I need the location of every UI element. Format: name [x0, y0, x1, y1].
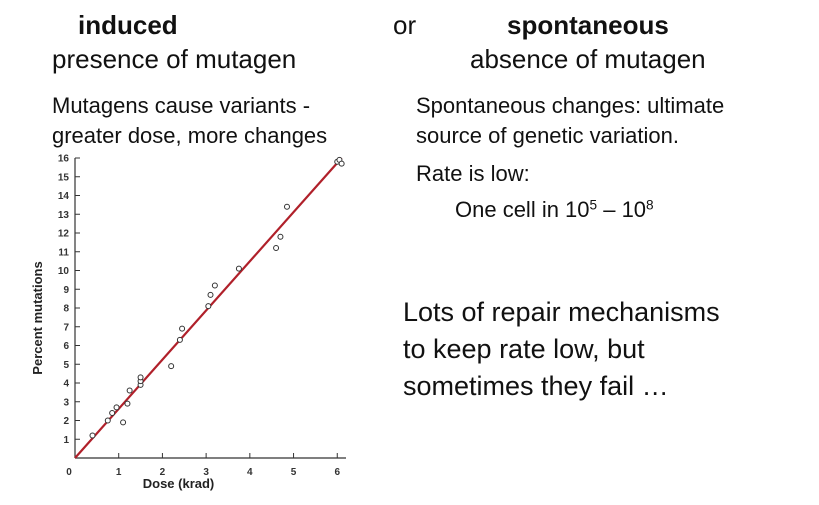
induced-subheading: presence of mutagen [52, 44, 297, 74]
repair-line-3: sometimes they fail … [403, 371, 669, 401]
y-tick-label: 8 [63, 304, 69, 315]
y-tick-label: 6 [63, 341, 69, 352]
data-point [113, 404, 120, 411]
spontaneous-description-line-2: source of genetic variation. [416, 123, 679, 148]
data-point [104, 417, 111, 424]
y-tick-label: 16 [58, 154, 70, 165]
x-axis-title: Dose (krad) [143, 476, 215, 491]
data-point [179, 325, 186, 332]
data-point [207, 291, 214, 298]
y-tick-label: 14 [58, 191, 70, 202]
x-tick-label: 4 [247, 467, 253, 478]
rate-exponent-high: 8 [646, 197, 654, 213]
y-tick-label: 7 [63, 322, 69, 333]
induced-heading: induced [78, 10, 178, 40]
spontaneous-subheading: absence of mutagen [470, 44, 706, 74]
data-point [338, 160, 345, 167]
y-tick-label: 1 [63, 435, 69, 446]
x-tick-label: 3 [203, 467, 209, 478]
data-point [235, 265, 242, 272]
rate-exponent-low: 5 [589, 197, 598, 213]
data-point [109, 410, 116, 416]
repair-line-1: Lots of repair mechanisms [403, 297, 720, 327]
x-tick-label: 0 [66, 467, 72, 478]
y-tick-label: 9 [63, 285, 69, 296]
y-tick-label: 4 [63, 379, 69, 390]
data-point [89, 432, 96, 439]
induced-description-line-2: greater dose, more changes [52, 123, 328, 148]
data-point [205, 303, 212, 310]
x-tick-label: 6 [334, 467, 340, 478]
spontaneous-heading: spontaneous [507, 10, 669, 40]
data-point [124, 400, 131, 407]
y-tick-label: 2 [63, 416, 69, 427]
data-point [283, 203, 290, 210]
y-tick-label: 11 [58, 247, 69, 258]
repair-line-2: to keep rate low, but [403, 334, 645, 364]
x-tick-label: 1 [116, 467, 122, 478]
data-point [120, 419, 127, 426]
x-tick-label: 2 [160, 467, 166, 478]
data-point [273, 245, 280, 251]
data-point [126, 387, 133, 394]
y-tick-label: 10 [58, 266, 70, 277]
y-tick-label: 12 [58, 229, 70, 240]
y-axis-title: Percent mutations [30, 261, 45, 374]
or-connector: or [393, 10, 417, 40]
data-point [277, 233, 284, 240]
rate-prefix: One cell in 10 [455, 197, 590, 222]
rate-value: One cell in 105 – 108 [455, 194, 654, 226]
data-point [211, 282, 218, 289]
induced-description-line-1: Mutagens cause variants - [52, 93, 311, 118]
spontaneous-description-line-1: Spontaneous changes: ultimate [416, 93, 725, 118]
y-tick-label: 5 [63, 360, 69, 371]
rate-dash: – 10 [597, 197, 647, 222]
chart-points [89, 156, 345, 439]
rate-label: Rate is low: [416, 161, 530, 186]
y-tick-label: 3 [63, 397, 69, 408]
data-point [137, 374, 144, 381]
data-point [168, 363, 175, 370]
x-tick-label: 5 [291, 467, 297, 478]
data-point [176, 336, 183, 343]
y-tick-label: 13 [58, 210, 70, 221]
y-tick-label: 15 [58, 172, 70, 183]
